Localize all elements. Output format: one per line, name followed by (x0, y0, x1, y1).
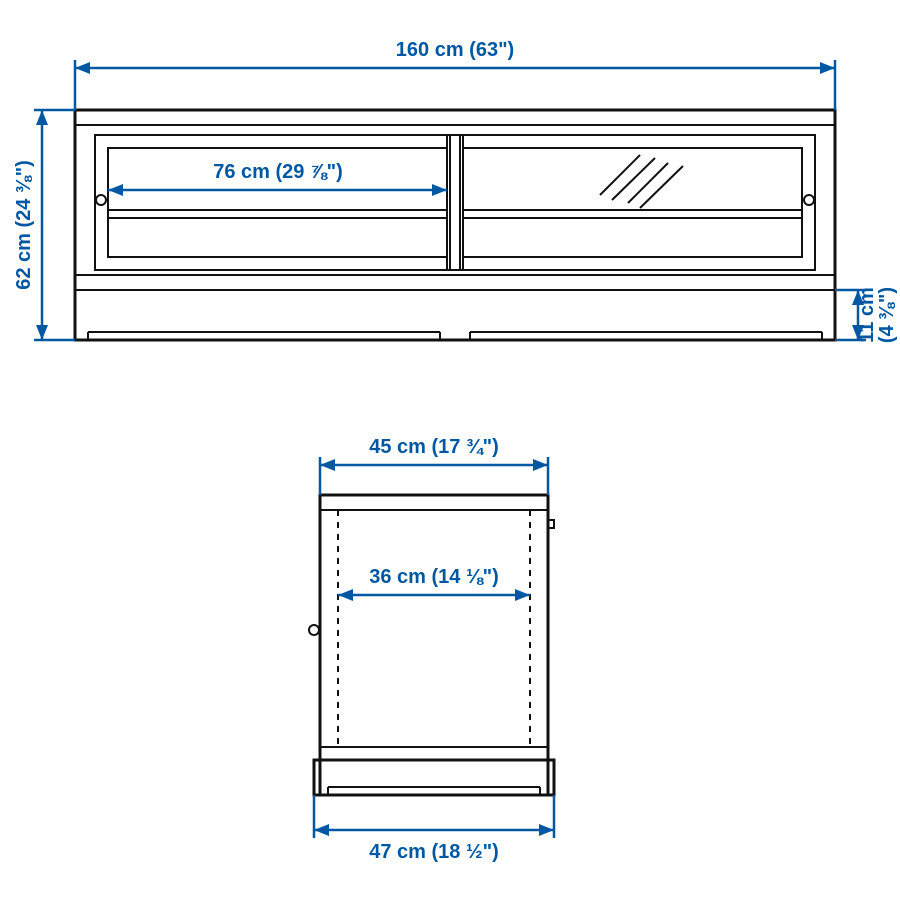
side-view (309, 495, 554, 795)
dim-depth-top: 45 cm (17 ¾") (320, 436, 548, 495)
dim-door-label: 76 cm (29 ⅞") (213, 161, 343, 183)
dim-plinth-label1: 11 cm (856, 287, 878, 343)
dim-depth-bottom: 47 cm (18 ½") (314, 795, 554, 863)
dim-depth-inner: 36 cm (14 ⅛") (338, 566, 530, 601)
dim-depth-top-label: 45 cm (17 ¾") (369, 436, 499, 458)
dim-plinth-label2: (4 ⅜") (876, 287, 898, 343)
dim-width-total: 160 cm (63") (75, 39, 835, 110)
dim-depth-inner-label: 36 cm (14 ⅛") (369, 566, 499, 588)
dim-plinth-height: 11 cm (4 ⅜") (835, 287, 898, 343)
dim-height-total: 62 cm (24 ⅜") (13, 110, 75, 340)
dim-width-label: 160 cm (63") (396, 39, 514, 61)
dim-door-opening: 76 cm (29 ⅞") (108, 161, 447, 196)
dim-height-label: 62 cm (24 ⅜") (13, 160, 35, 290)
front-view (75, 110, 835, 340)
dim-depth-bottom-label: 47 cm (18 ½") (369, 841, 499, 863)
dimension-diagram: 160 cm (63") 62 cm (24 ⅜") 76 cm (29 ⅞")… (0, 0, 900, 900)
